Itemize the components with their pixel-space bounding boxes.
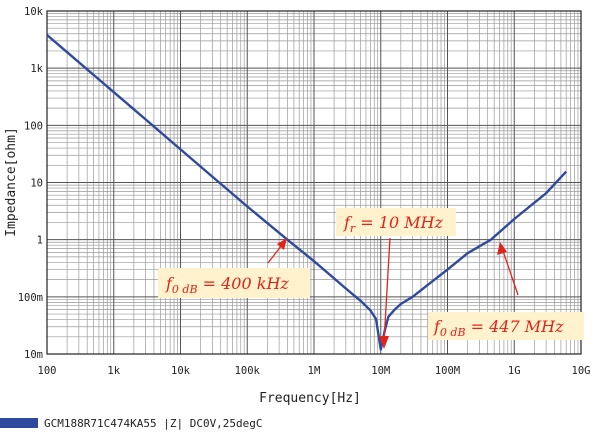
x-tick-label: 1G	[508, 365, 521, 377]
y-tick-label: 10m	[24, 349, 43, 361]
x-axis-label: Frequency[Hz]	[259, 391, 361, 406]
plot-frame	[46, 10, 582, 355]
y-axis-label: Impedance[ohm]	[4, 127, 19, 237]
x-tick-labels: 100 1k 10k 100k 1M 10M 100M 1G 10G	[38, 365, 591, 377]
y-tick-label: 1k	[30, 63, 43, 75]
y-tick-labels: 10m 100m 1 10 100 1k 10k	[18, 6, 44, 361]
annotation-label: f0 dB = 400 kHz	[165, 274, 289, 296]
annotation-label: f0 dB = 447 MHz	[433, 317, 564, 339]
annotation-fr-10mhz: fr = 10 MHz	[336, 208, 456, 349]
annotation-label: fr = 10 MHz	[343, 213, 444, 235]
annotation-f0db-400khz: f0 dB = 400 kHz	[158, 238, 310, 298]
x-tick-label: 1M	[308, 365, 321, 377]
y-tick-label: 1	[37, 235, 43, 247]
x-tick-label: 100M	[435, 365, 460, 377]
legend-swatch	[0, 418, 38, 428]
x-tick-label: 10G	[572, 365, 591, 377]
annotation-box	[158, 268, 310, 298]
y-tick-label: 10	[30, 178, 43, 190]
annotation-arrow	[383, 237, 391, 343]
x-tick-label: 100k	[235, 365, 261, 377]
arrow-head	[379, 336, 389, 349]
x-tick-label: 1k	[107, 365, 120, 377]
annotation-box	[428, 312, 584, 340]
series-line	[46, 34, 568, 351]
y-tick-label: 10k	[24, 6, 44, 18]
annotation-f0db-447mhz: f0 dB = 447 MHz	[428, 242, 584, 340]
x-tick-label: 10M	[371, 365, 390, 377]
annotation-arrow	[501, 247, 519, 296]
legend: GCM188R71C474KA55 |Z| DC0V,25degC	[0, 414, 263, 432]
y-tick-label: 100	[24, 120, 43, 132]
series-layer	[46, 34, 568, 351]
x-tick-label: 100	[38, 365, 57, 377]
legend-label: GCM188R71C474KA55 |Z| DC0V,25degC	[44, 416, 263, 430]
arrow-head	[277, 238, 287, 250]
y-tick-label: 100m	[18, 292, 43, 304]
x-tick-label: 10k	[171, 365, 191, 377]
annotation-box	[336, 208, 456, 236]
arrow-head	[497, 242, 507, 255]
